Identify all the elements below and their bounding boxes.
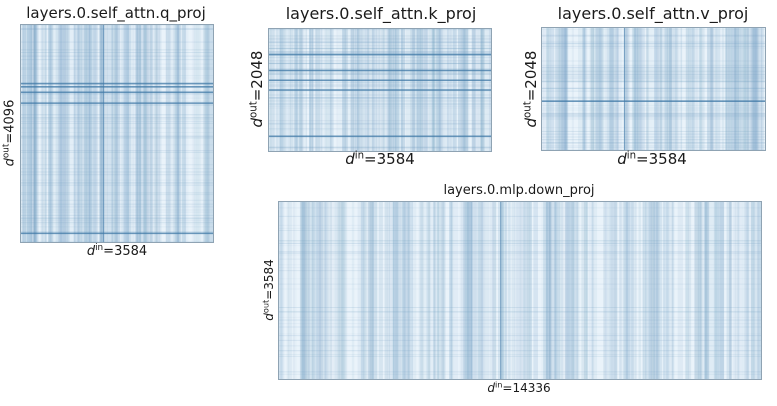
x-symbol: d — [617, 150, 627, 168]
q-proj-title: layers.0.self_attn.q_proj — [26, 4, 206, 22]
y-sup: out — [260, 299, 271, 314]
y-eq: =2048 — [522, 50, 540, 102]
y-symbol: d — [522, 117, 540, 128]
down-proj-x-label: din=14336 — [487, 379, 551, 395]
q-proj-x-label: din=3584 — [87, 244, 147, 259]
v-proj-heatmap-svg — [542, 28, 765, 150]
v-proj-x-label: din=3584 — [617, 150, 687, 168]
x-symbol: d — [345, 150, 355, 168]
x-sup: in — [354, 150, 365, 162]
y-symbol: d — [262, 313, 276, 321]
x-symbol: d — [86, 244, 96, 259]
q-proj-y-label: dout=4096 — [1, 99, 18, 167]
k-proj-y-label: dout=2048 — [248, 51, 266, 128]
q-proj-heatmap-svg — [21, 25, 213, 242]
k-proj-heatmap-svg — [269, 29, 491, 151]
y-sup: out — [1, 143, 12, 159]
x-eq: =3584 — [103, 244, 148, 259]
y-eq: =2048 — [248, 50, 266, 102]
x-sup: in — [626, 150, 637, 162]
x-symbol: d — [487, 381, 495, 395]
heatmap-background — [542, 28, 765, 150]
y-symbol: d — [248, 117, 266, 128]
v-proj-heatmap — [541, 27, 766, 151]
x-eq: =3584 — [636, 150, 687, 168]
x-sup: in — [95, 243, 104, 254]
down-proj-y-label: dout=3584 — [260, 259, 276, 321]
y-eq: =3584 — [262, 259, 276, 300]
k-proj-title: layers.0.self_attn.k_proj — [285, 4, 477, 23]
k-proj-x-label: din=3584 — [345, 150, 415, 168]
y-eq: =4096 — [2, 99, 18, 144]
down-proj-heatmap-svg — [279, 202, 761, 379]
x-eq: =3584 — [364, 150, 415, 168]
heatmap-background — [279, 202, 761, 379]
x-eq: =14336 — [502, 381, 551, 395]
down-proj-heatmap — [278, 201, 762, 380]
y-sup: out — [522, 101, 534, 118]
heatmap-background — [21, 25, 213, 242]
q-proj-heatmap — [20, 24, 214, 243]
k-proj-heatmap — [268, 28, 492, 152]
x-sup: in — [494, 379, 503, 390]
v-proj-title: layers.0.self_attn.v_proj — [557, 4, 749, 23]
y-symbol: d — [2, 158, 18, 167]
down-proj-title: layers.0.mlp.down_proj — [443, 183, 595, 198]
y-sup: out — [248, 101, 260, 118]
v-proj-y-label: dout=2048 — [522, 51, 540, 128]
